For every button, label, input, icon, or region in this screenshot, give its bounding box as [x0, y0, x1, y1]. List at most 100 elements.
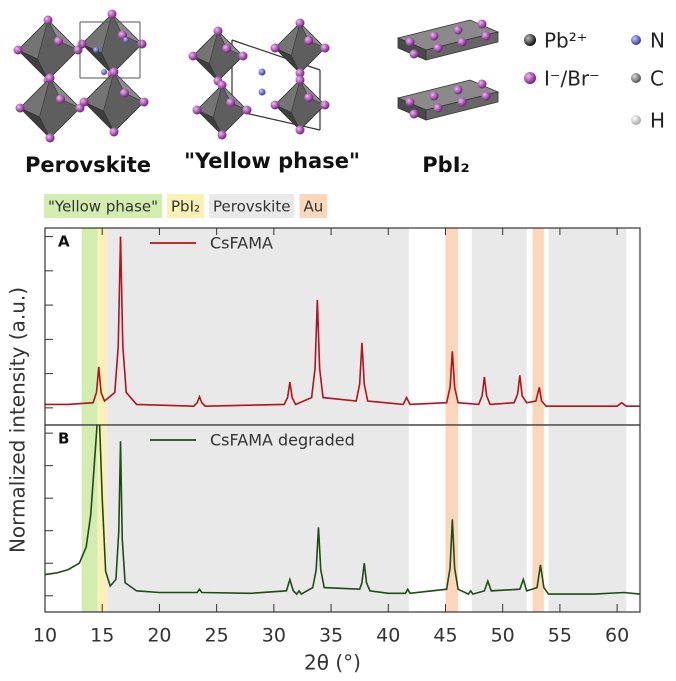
iodide-atom	[304, 36, 314, 45]
band-legend-label: "Yellow phase"	[48, 198, 158, 216]
legend-label: CsFAMA	[210, 234, 273, 253]
band-legend-swatch	[44, 194, 163, 218]
shaded-band	[445, 228, 459, 425]
cation-atom	[93, 47, 99, 53]
shaded-band	[471, 425, 527, 612]
iodide-atom	[433, 103, 443, 113]
iodide-atom	[45, 73, 55, 83]
x-tick-label: 20	[147, 625, 171, 647]
iodide-atom	[320, 43, 330, 53]
iodide-atom	[270, 100, 280, 110]
octahedron-face	[17, 49, 49, 81]
key-label: Pb²⁺	[544, 29, 587, 53]
shaded-band	[532, 425, 544, 612]
iodide-atom	[433, 43, 443, 53]
key-label: N	[650, 29, 665, 53]
iodide-atom	[304, 93, 314, 102]
band-legend-label: PbI₂	[171, 198, 200, 216]
octahedron-face	[274, 47, 301, 74]
shaded-band	[548, 425, 627, 612]
iodide-atom	[481, 91, 491, 101]
x-axis-label: 2θ (°)	[304, 651, 361, 675]
band-legend-swatch	[299, 194, 328, 218]
iodide-atom	[54, 36, 63, 46]
iodide-atom	[15, 103, 25, 113]
iodide-atom	[109, 127, 119, 137]
structure-label: PbI₂	[422, 153, 469, 177]
x-tick-label: 25	[205, 625, 229, 647]
iodide-atom	[477, 19, 487, 29]
key-label: I⁻/Br⁻	[544, 67, 600, 91]
iodide-atom	[429, 31, 439, 41]
legend-label: CsFAMA degraded	[210, 431, 355, 450]
iodide-atom	[120, 88, 129, 98]
iodide-atom	[295, 125, 305, 135]
iodide-atom	[77, 39, 87, 49]
iodide-atom	[217, 80, 227, 90]
iodide-atom	[213, 26, 223, 36]
band-legend-swatch	[209, 194, 295, 218]
band-legend-label: Au	[303, 198, 323, 216]
iodide-atom	[109, 67, 119, 77]
shaded-band	[532, 228, 544, 425]
iodide-atom	[477, 79, 487, 89]
iodide-atom	[226, 98, 236, 107]
structure-label: Perovskite	[25, 153, 151, 177]
xrd-line	[45, 425, 640, 596]
band-legend-label: Perovskite	[213, 198, 290, 216]
octahedron-face	[299, 22, 326, 49]
iodide-atom	[56, 94, 65, 104]
octahedron-face	[47, 19, 79, 51]
key-sphere	[524, 72, 536, 84]
octahedron-face	[81, 43, 113, 75]
octahedron-face	[299, 79, 326, 106]
key-sphere	[524, 34, 536, 46]
panel-label: B	[58, 430, 69, 448]
iodide-atom	[238, 51, 248, 61]
x-tick-label: 45	[433, 625, 457, 647]
cation-atom	[258, 68, 266, 76]
band-legend: "Yellow phase" PbI₂ Perovskite Au	[44, 194, 328, 218]
iodide-atom	[118, 30, 127, 40]
x-tick-label: 55	[548, 625, 572, 647]
iodide-atom	[453, 25, 463, 35]
cation-atom	[258, 88, 266, 96]
iodide-atom	[107, 9, 117, 19]
iodide-atom	[13, 45, 23, 55]
panel-frame	[44, 424, 641, 613]
octahedron-face	[113, 71, 145, 103]
structure-label: "Yellow phase"	[184, 149, 360, 173]
iodide-atom	[405, 37, 415, 47]
iodide-atom	[137, 39, 147, 49]
key-sphere	[631, 35, 641, 45]
octahedron-face	[196, 109, 223, 136]
shaded-band	[548, 228, 627, 425]
iodide-atom	[457, 97, 467, 107]
iodide-atom	[242, 105, 252, 115]
octahedron-face	[274, 104, 301, 131]
shaded-band	[97, 425, 107, 612]
iodide-atom	[192, 105, 202, 115]
iodide-atom	[295, 75, 305, 85]
x-tick-label: 40	[376, 625, 400, 647]
iodide-atom	[457, 37, 467, 47]
x-tick-label: 60	[605, 625, 629, 647]
x-tick-label: 10	[33, 625, 57, 647]
key-label: H	[650, 109, 665, 133]
iodide-atom	[43, 15, 53, 25]
plot: CsFAMA A Normalized intensity (a.u.) CsFAMA…	[6, 227, 641, 675]
structure-illustrations	[13, 9, 500, 143]
shaded-band	[471, 228, 527, 425]
iodide-atom	[481, 31, 491, 41]
octahedron-face	[19, 107, 51, 139]
octahedron-face	[221, 84, 248, 111]
iodide-atom	[139, 97, 149, 107]
octahedron-face	[83, 101, 115, 133]
key-label: C	[650, 67, 664, 91]
x-tick-label: 15	[90, 625, 114, 647]
key-sphere	[631, 115, 641, 125]
shaded-band	[97, 228, 107, 425]
cation-atom	[123, 37, 129, 43]
iodide-atom	[270, 43, 280, 53]
